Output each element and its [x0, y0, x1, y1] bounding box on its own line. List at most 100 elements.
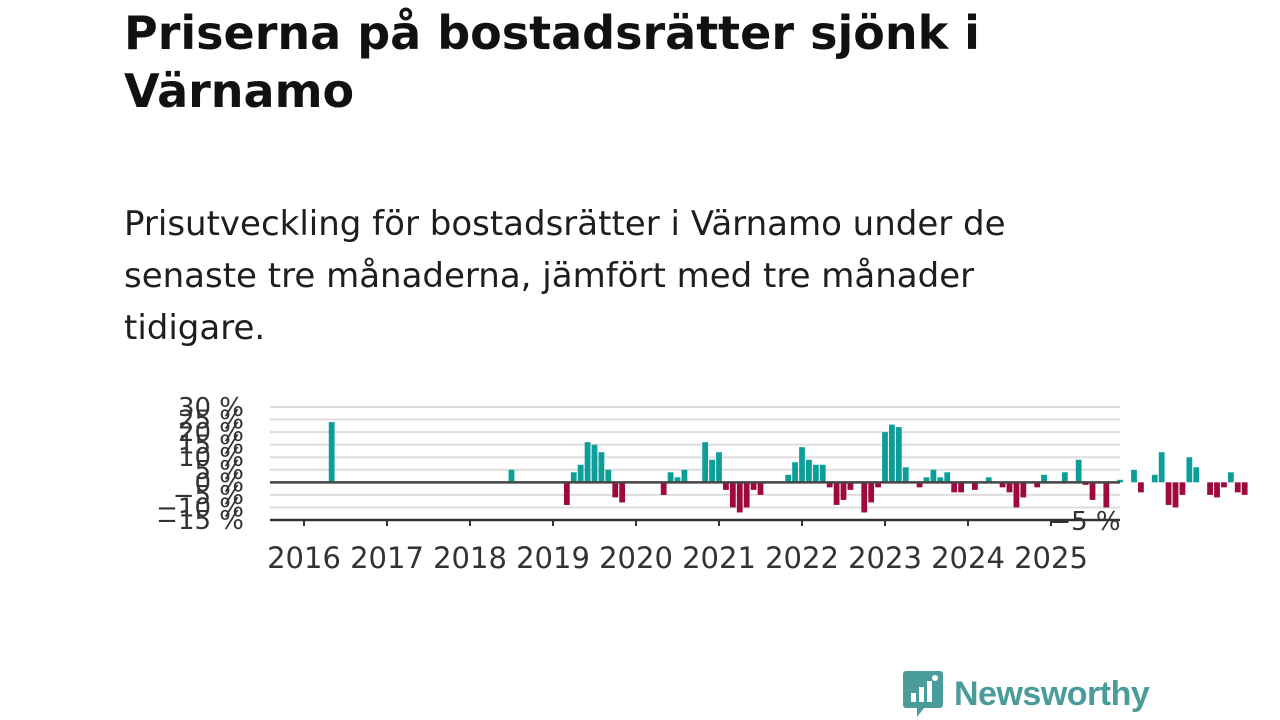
bar — [736, 482, 743, 513]
bar — [916, 482, 923, 488]
bar-series — [328, 422, 1248, 513]
bar — [819, 464, 826, 483]
bar — [612, 482, 619, 498]
bar — [937, 477, 944, 483]
chart-title: Priserna på bostadsrätter sjönk i Värnam… — [124, 6, 980, 118]
bar — [605, 469, 612, 483]
bar — [889, 424, 895, 483]
bar — [1214, 482, 1220, 498]
bar — [743, 482, 750, 508]
x-tick-label: 2024 — [931, 541, 1005, 575]
bar — [1151, 474, 1158, 483]
bar — [785, 474, 792, 483]
newsworthy-bubble-icon — [903, 671, 943, 717]
bar — [1131, 469, 1137, 483]
bar — [709, 459, 715, 483]
bar — [681, 469, 688, 483]
bar — [826, 482, 833, 488]
bar — [563, 482, 570, 505]
y-tick-label: 20 % — [178, 418, 244, 448]
bar — [999, 482, 1006, 488]
bar — [1186, 457, 1193, 483]
bar — [944, 472, 951, 483]
grid-lines — [270, 406, 1120, 509]
brand-name: Newsworthy — [954, 674, 1150, 713]
bar — [723, 482, 729, 490]
bar — [1103, 482, 1110, 508]
y-tick-label: −5 % — [173, 481, 244, 511]
bar — [667, 472, 674, 483]
bar — [1158, 452, 1165, 483]
bar — [1234, 482, 1241, 493]
bar — [958, 482, 964, 493]
x-tick-label: 2016 — [267, 541, 341, 575]
bar — [868, 482, 875, 503]
bar — [882, 432, 888, 483]
y-tick-label: 0 % — [194, 468, 244, 498]
bar — [1089, 482, 1096, 500]
bar — [584, 442, 591, 483]
bar — [1061, 472, 1068, 483]
annotation-label: −5 % — [1049, 507, 1120, 537]
bar — [902, 467, 909, 483]
bar — [1221, 482, 1227, 488]
bar — [812, 464, 819, 483]
bar-chart: 30 %25 %20 %15 %10 %5 %0 %−5 %−10 %−15 %… — [156, 393, 1248, 575]
x-tick-label: 2019 — [516, 541, 590, 575]
bar — [930, 469, 937, 483]
bar — [840, 482, 847, 500]
x-tick-label: 2023 — [848, 541, 922, 575]
tick-labels: 30 %25 %20 %15 %10 %5 %0 %−5 %−10 %−15 %… — [156, 393, 1120, 575]
bar — [619, 482, 626, 503]
bar — [1117, 479, 1124, 483]
bar — [923, 477, 930, 483]
bar — [792, 462, 798, 483]
bar — [1075, 459, 1082, 483]
bar — [577, 464, 584, 483]
bar — [570, 472, 577, 483]
x-tick-label: 2020 — [599, 541, 673, 575]
x-tick-label: 2021 — [682, 541, 756, 575]
bar — [895, 427, 902, 483]
newsworthy-logo: Newsworthy — [902, 668, 1150, 720]
y-tick-label: 10 % — [178, 443, 244, 473]
bar — [660, 482, 667, 495]
bar — [1193, 467, 1200, 483]
bar — [806, 459, 812, 483]
bar — [799, 447, 805, 483]
bar — [1006, 482, 1013, 493]
bar — [1165, 482, 1172, 505]
bar — [1227, 472, 1234, 483]
bar — [702, 442, 709, 483]
y-tick-label: −15 % — [156, 506, 244, 536]
bar — [598, 452, 605, 483]
bar — [750, 482, 757, 490]
y-tick-label: 25 % — [178, 406, 244, 436]
y-tick-label: 5 % — [194, 456, 244, 486]
bar — [508, 469, 515, 483]
bar — [729, 482, 736, 508]
bar — [1179, 482, 1186, 495]
y-tick-label: 15 % — [178, 431, 244, 461]
bar — [591, 444, 598, 483]
y-tick-label: −10 % — [156, 493, 244, 523]
bar — [833, 482, 840, 505]
x-tick-label: 2022 — [765, 541, 839, 575]
y-tick-label: 30 % — [178, 393, 244, 423]
bar — [1207, 482, 1213, 495]
bar — [716, 452, 722, 483]
bar — [847, 482, 854, 490]
axes — [270, 481, 1120, 526]
x-tick-label: 2017 — [350, 541, 424, 575]
bar — [1034, 482, 1041, 488]
bar — [1138, 482, 1144, 493]
bar — [757, 482, 764, 495]
x-tick-label: 2025 — [1014, 541, 1088, 575]
bar — [1013, 482, 1020, 508]
bar — [1172, 482, 1179, 508]
bar — [875, 482, 881, 488]
bar — [861, 482, 868, 513]
bar — [1241, 482, 1248, 495]
bar — [972, 482, 978, 490]
bar — [1041, 474, 1047, 483]
